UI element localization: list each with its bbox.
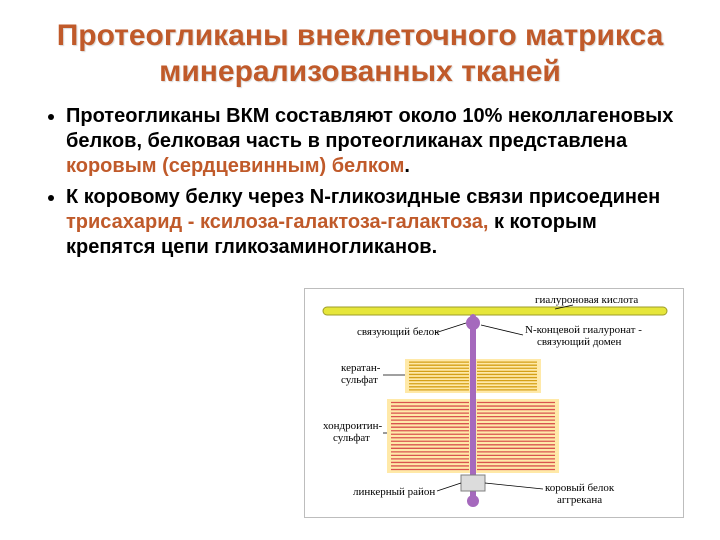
diagram-label-core2: аггрекана bbox=[557, 494, 602, 506]
proteoglycan-diagram: гиалуроновая кислота связующий белок N-кон… bbox=[304, 288, 684, 518]
diagram-label-chond1: хондроитин- bbox=[323, 420, 383, 432]
diagram-label-chond2: сульфат bbox=[333, 432, 370, 444]
page-title: Протеогликаны внеклеточного матрикса мин… bbox=[30, 18, 690, 90]
diagram-label-keratan1: кератан- bbox=[341, 362, 381, 374]
diagram-svg: гиалуроновая кислота связующий белок N-кон… bbox=[305, 289, 685, 519]
bullet-list: Протеогликаны ВКМ составляют около 10% н… bbox=[30, 104, 690, 260]
bullet-pre: К коровому белку через N-гликозидные свя… bbox=[66, 186, 660, 208]
diagram-label-ndomain1: N-концевой гиалуронат - bbox=[525, 324, 642, 336]
diagram-label-ndomain2: связующий домен bbox=[537, 336, 622, 348]
diagram-label-core1: коровый белок bbox=[545, 482, 615, 494]
diagram-label-keratan2: сульфат bbox=[341, 374, 378, 386]
list-item: К коровому белку через N-гликозидные свя… bbox=[66, 185, 690, 260]
bullet-accent: коровым (сердцевинным) белком bbox=[66, 155, 404, 177]
diagram-label-linker: линкерный район bbox=[353, 486, 435, 498]
diagram-label-bindp: связующий белок bbox=[357, 326, 440, 338]
list-item: Протеогликаны ВКМ составляют около 10% н… bbox=[66, 104, 690, 179]
bullet-accent: трисахарид - ксилоза-галактоза-галактоза… bbox=[66, 211, 488, 233]
diagram-label-ha: гиалуроновая кислота bbox=[535, 294, 638, 306]
bullet-post: . bbox=[404, 155, 410, 177]
bullet-pre: Протеогликаны ВКМ составляют около 10% н… bbox=[66, 105, 673, 152]
